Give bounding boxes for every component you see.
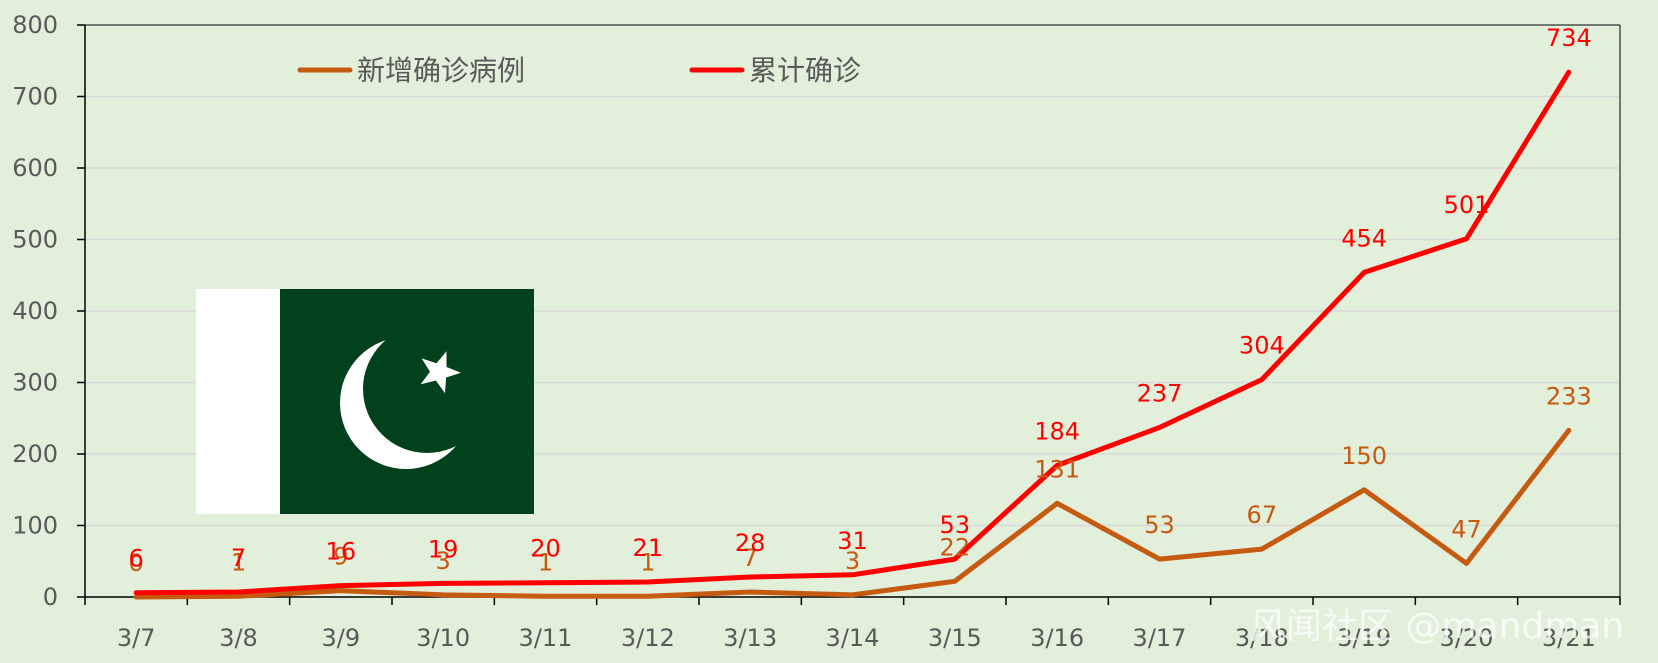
y-tick-label: 600 <box>12 154 58 182</box>
data-label: 501 <box>1444 191 1490 219</box>
flag-white-stripe <box>196 289 280 514</box>
y-axis-ticks: 0 100 200 300 400 500 600 700 800 <box>12 11 85 611</box>
x-tick-label: 3/7 <box>117 624 156 652</box>
series-line-1 <box>133 69 1572 596</box>
x-tick-label: 3/14 <box>826 624 880 652</box>
data-label: 53 <box>1144 511 1175 539</box>
data-label: 454 <box>1341 224 1387 252</box>
x-tick-label: 3/12 <box>621 624 675 652</box>
data-label: 21 <box>633 534 664 562</box>
data-label: 7 <box>743 544 758 572</box>
data-label: 184 <box>1034 417 1080 445</box>
data-label: 22 <box>940 533 971 561</box>
x-tick-label: 3/13 <box>723 624 777 652</box>
data-label: 3 <box>845 547 860 575</box>
y-tick-label: 100 <box>12 512 58 540</box>
legend-label: 累计确诊 <box>749 54 861 87</box>
x-axis-ticks: 3/7 3/8 3/9 3/10 3/11 3/12 3/13 3/14 3/15 3/16 3/1… <box>84 597 1621 652</box>
legend: 新增确诊病例 累计确诊 <box>297 54 861 87</box>
data-label: 1 <box>640 548 655 576</box>
pakistan-flag <box>196 289 534 514</box>
x-tick-label: 3/17 <box>1133 624 1187 652</box>
x-tick-label: 3/20 <box>1440 624 1494 652</box>
data-label: 9 <box>333 543 348 571</box>
data-label: 1 <box>538 548 553 576</box>
y-tick-label: 200 <box>12 440 58 468</box>
y-tick-label: 400 <box>12 297 58 325</box>
x-tick-label: 3/19 <box>1337 624 1391 652</box>
data-label: 150 <box>1341 442 1387 470</box>
data-label: 6 <box>129 545 144 573</box>
data-label: 31 <box>837 527 868 555</box>
x-tick-label: 3/10 <box>416 624 470 652</box>
data-label: 237 <box>1137 380 1183 408</box>
y-tick-label: 0 <box>43 583 58 611</box>
data-label: 131 <box>1034 455 1080 483</box>
data-label: 233 <box>1546 382 1592 410</box>
data-label: 67 <box>1247 501 1278 529</box>
data-label: 20 <box>530 535 561 563</box>
x-tick-label: 3/11 <box>519 624 573 652</box>
y-tick-label: 800 <box>12 11 58 39</box>
series-line-0 <box>133 427 1572 600</box>
data-label: 16 <box>326 538 357 566</box>
star-icon <box>420 351 461 394</box>
crescent-inner <box>363 325 491 453</box>
data-label: 53 <box>940 511 971 539</box>
legend-label: 新增确诊病例 <box>357 54 525 87</box>
data-label: 304 <box>1239 332 1285 360</box>
x-tick-label: 3/21 <box>1542 624 1596 652</box>
data-label: 0 <box>129 549 144 577</box>
y-tick-label: 500 <box>12 226 58 254</box>
x-tick-label: 3/9 <box>322 624 361 652</box>
x-tick-label: 3/16 <box>1030 624 1084 652</box>
series-lines <box>133 69 1572 600</box>
y-tick-label: 700 <box>12 83 58 111</box>
data-label: 1 <box>231 548 246 576</box>
watermark: 风闻社区 @mandman <box>1250 606 1624 647</box>
data-label: 28 <box>735 529 766 557</box>
y-tick-label: 300 <box>12 369 58 397</box>
data-label: 47 <box>1451 515 1482 543</box>
x-tick-label: 3/18 <box>1235 624 1289 652</box>
data-label: 7 <box>231 544 246 572</box>
x-tick-label: 3/15 <box>928 624 982 652</box>
data-label: 3 <box>436 547 451 575</box>
data-label: 19 <box>428 535 459 563</box>
data-label: 734 <box>1546 24 1592 52</box>
x-tick-label: 3/8 <box>219 624 258 652</box>
